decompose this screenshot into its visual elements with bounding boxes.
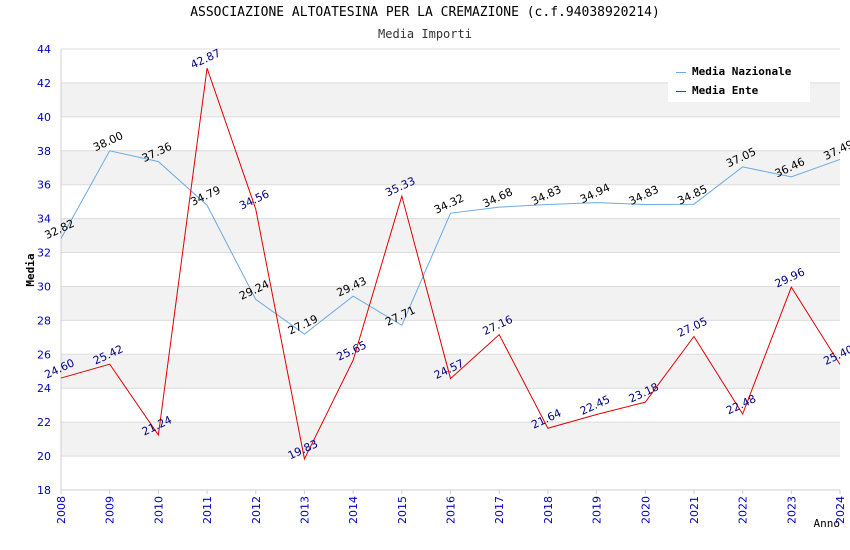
x-tick-label: 2024 bbox=[834, 496, 847, 524]
y-tick-label: 44 bbox=[37, 43, 51, 56]
grid-band bbox=[61, 422, 840, 457]
y-tick-label: 38 bbox=[37, 145, 51, 158]
data-label: 34.79 bbox=[189, 183, 223, 208]
y-tick-label: 32 bbox=[37, 247, 51, 260]
x-tick-label: 2008 bbox=[55, 496, 68, 524]
y-tick-label: 36 bbox=[37, 179, 51, 192]
grid-band bbox=[61, 354, 840, 389]
y-tick-label: 20 bbox=[37, 450, 51, 463]
data-label: 34.56 bbox=[237, 187, 271, 212]
data-label: 22.45 bbox=[578, 393, 612, 418]
x-tick-label: 2016 bbox=[445, 496, 458, 524]
x-tick-label: 2014 bbox=[347, 496, 360, 524]
y-axis-title: Media bbox=[24, 253, 37, 286]
legend-swatch-ente bbox=[676, 90, 686, 92]
legend: Media Nazionale Media Ente bbox=[668, 60, 810, 102]
x-tick-label: 2017 bbox=[493, 496, 506, 524]
legend-item-ente: Media Ente bbox=[676, 84, 758, 97]
x-tick-label: 2023 bbox=[785, 496, 798, 524]
data-label: 22.48 bbox=[724, 392, 758, 417]
y-tick-label: 22 bbox=[37, 416, 51, 429]
x-tick-label: 2018 bbox=[542, 496, 555, 524]
chart-subtitle: Media Importi bbox=[378, 27, 472, 41]
data-label: 34.32 bbox=[432, 191, 466, 216]
x-tick-label: 2015 bbox=[396, 496, 409, 524]
data-label: 42.87 bbox=[189, 46, 223, 71]
x-axis-title: Anno bbox=[814, 517, 841, 530]
x-tick-label: 2022 bbox=[737, 496, 750, 524]
y-tick-label: 30 bbox=[37, 280, 51, 293]
y-tick-label: 40 bbox=[37, 111, 51, 124]
x-tick-label: 2019 bbox=[591, 496, 604, 524]
x-tick-label: 2020 bbox=[639, 496, 652, 524]
y-tick-label: 34 bbox=[37, 213, 51, 226]
legend-swatch-nazionale bbox=[676, 71, 686, 73]
y-tick-label: 28 bbox=[37, 314, 51, 327]
y-tick-label: 24 bbox=[37, 382, 51, 395]
grid-band bbox=[61, 218, 840, 253]
x-tick-label: 2013 bbox=[298, 496, 311, 524]
x-tick-label: 2021 bbox=[688, 496, 701, 524]
x-tick-label: 2009 bbox=[104, 496, 117, 524]
chart-title: ASSOCIAZIONE ALTOATESINA PER LA CREMAZIO… bbox=[190, 5, 660, 20]
x-tick-label: 2010 bbox=[152, 496, 165, 524]
x-tick-label: 2012 bbox=[250, 496, 263, 524]
legend-item-nazionale: Media Nazionale bbox=[676, 65, 791, 78]
legend-label-ente: Media Ente bbox=[692, 84, 759, 97]
grid-band bbox=[61, 150, 840, 185]
x-tick-label: 2011 bbox=[201, 496, 214, 524]
y-tick-label: 42 bbox=[37, 77, 51, 90]
y-tick-label: 18 bbox=[37, 484, 51, 497]
grid-band bbox=[61, 286, 840, 321]
y-tick-label: 26 bbox=[37, 348, 51, 361]
legend-label-nazionale: Media Nazionale bbox=[692, 65, 792, 78]
series-line-1 bbox=[60, 68, 841, 461]
